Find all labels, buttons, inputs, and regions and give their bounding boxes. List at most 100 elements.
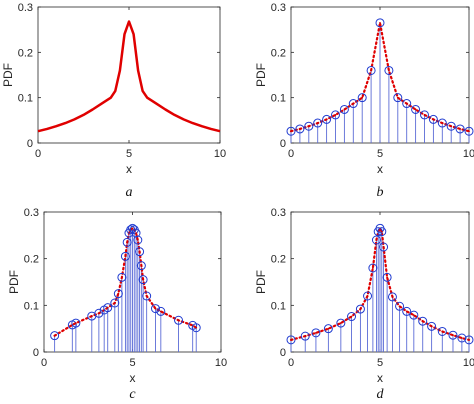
sample-marker-center — [154, 307, 157, 310]
pdf-dotted-curve — [289, 22, 471, 133]
sample-marker — [437, 118, 447, 128]
sample-marker — [286, 126, 296, 136]
x-tick-label: 0 — [288, 357, 294, 369]
y-axis-label: PDF — [1, 63, 15, 87]
sample-marker — [428, 114, 438, 124]
x-axis-label: x — [377, 371, 383, 385]
y-tick-label: 0.3 — [24, 207, 39, 219]
sample-marker — [323, 324, 333, 334]
sample-marker — [295, 124, 305, 134]
sample-marker-center — [386, 276, 389, 279]
sample-marker-center — [388, 69, 390, 72]
sample-marker — [120, 251, 130, 261]
sample-marker — [402, 99, 412, 109]
y-tick-label: 0.2 — [24, 254, 39, 266]
panel-b: 0 5 10 0 0.1 0.2 0.3 x PDF b — [254, 2, 474, 200]
sample-marker-center — [316, 122, 319, 124]
sample-marker — [336, 318, 346, 328]
sample-marker — [355, 304, 365, 314]
sample-marker-center — [352, 102, 355, 105]
sample-marker-center — [117, 292, 120, 295]
sample-marker — [156, 306, 166, 316]
x-axis-label: x — [126, 162, 132, 176]
sample-marker — [313, 118, 323, 128]
sample-marker-center — [430, 325, 433, 328]
sample-marker — [142, 291, 152, 301]
sample-marker-center — [131, 227, 134, 230]
sample-marker — [131, 228, 141, 238]
x-tick-label: 5 — [129, 357, 135, 369]
sample-marker-center — [396, 96, 399, 99]
sample-marker-center — [327, 327, 330, 330]
panel-caption: a — [126, 185, 133, 200]
sample-marker-center — [136, 239, 139, 241]
sample-marker-center — [423, 113, 426, 116]
sample-marker — [384, 65, 394, 75]
sample-marker-center — [334, 113, 337, 116]
panel-caption: d — [377, 387, 385, 402]
sample-marker-center — [126, 241, 129, 244]
sample-marker — [103, 303, 113, 313]
sample-marker-center — [432, 118, 435, 121]
y-tick-label: 0.3 — [18, 2, 33, 14]
sample-marker — [379, 242, 389, 252]
panel-c: 0 5 10 0 0.1 0.2 0.3 x PDF c — [7, 207, 227, 402]
sample-marker-center — [382, 246, 385, 248]
sample-marker-center — [452, 334, 454, 337]
sample-marker-center — [307, 125, 310, 128]
sample-marker — [448, 330, 458, 340]
sample-marker-center — [405, 310, 408, 313]
sample-marker-center — [159, 310, 162, 313]
sample-marker — [357, 93, 367, 103]
sample-marker-center — [441, 122, 444, 124]
sample-marker — [427, 321, 437, 331]
sample-marker-center — [379, 21, 381, 24]
sample-marker — [418, 316, 428, 326]
x-axis-label: x — [130, 371, 136, 385]
y-tick-label: 0.1 — [271, 300, 286, 312]
sample-marker — [395, 301, 405, 311]
sample-marker — [133, 235, 143, 245]
sample-marker-center — [343, 108, 346, 111]
panel-d: 0 5 10 0 0.1 0.2 0.3 x PDF d — [254, 207, 474, 402]
sample-marker-center — [135, 232, 137, 234]
panel-a: 0 5 10 0 0.1 0.2 0.3 x PDF a — [1, 2, 226, 200]
sample-marker-center — [468, 130, 470, 133]
sample-marker — [331, 110, 340, 120]
axes-box — [37, 6, 221, 144]
x-tick-label: 0 — [288, 148, 294, 160]
sample-marker — [387, 292, 397, 302]
sample-marker-center — [380, 230, 383, 233]
sample-marker — [363, 291, 373, 301]
sample-marker-center — [414, 108, 417, 111]
sample-marker — [71, 318, 81, 328]
x-tick-label: 10 — [463, 148, 474, 160]
y-tick-label: 0 — [27, 138, 33, 150]
x-tick-label: 5 — [377, 148, 383, 160]
sample-marker-center — [97, 312, 100, 315]
y-tick-label: 0.2 — [271, 254, 286, 266]
sample-marker — [304, 121, 314, 131]
sample-marker — [411, 104, 421, 114]
sample-marker — [151, 304, 161, 314]
sample-marker — [393, 93, 403, 103]
panel-caption: b — [377, 185, 384, 200]
sample-marker — [174, 315, 184, 325]
sample-marker-center — [120, 276, 123, 279]
sample-marker — [300, 331, 310, 341]
panel-caption: c — [129, 387, 136, 402]
sample-marker — [138, 275, 148, 285]
sample-marker-center — [140, 264, 143, 267]
y-tick-label: 0.1 — [24, 300, 39, 312]
sample-marker-center — [113, 302, 116, 304]
sample-marker-center — [350, 315, 353, 318]
sample-marker-center — [145, 295, 148, 297]
sample-marker-center — [412, 314, 415, 317]
sample-marker-center — [290, 338, 292, 341]
sample-marker — [113, 289, 123, 299]
sample-marker — [420, 110, 429, 120]
sample-marker-center — [441, 330, 444, 333]
sample-marker — [110, 298, 120, 308]
sample-marker — [191, 323, 201, 333]
y-tick-label: 0 — [280, 347, 286, 359]
